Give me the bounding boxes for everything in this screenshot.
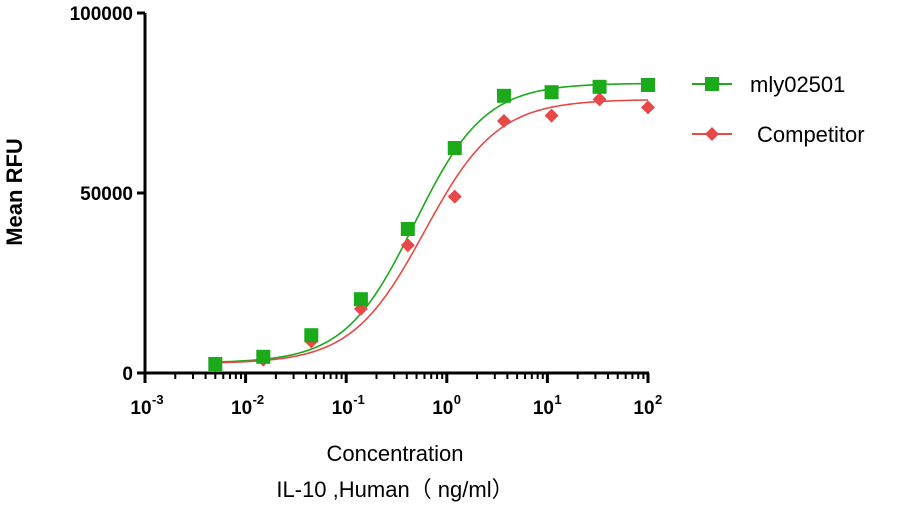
data-point: [641, 78, 655, 92]
data-point: [400, 222, 415, 236]
x-tick-exponent: -3: [152, 392, 164, 407]
legend-label: Competitor: [757, 122, 865, 147]
data-point: [592, 79, 607, 94]
data-point: [496, 114, 511, 128]
x-axis-label-line2: IL-10 ,Human（ ng/ml）: [276, 477, 513, 502]
data-point: [208, 357, 223, 371]
data-point: [544, 108, 559, 123]
legend-marker: [705, 77, 719, 91]
x-tick-label: 10: [130, 398, 151, 419]
data-point: [496, 88, 511, 103]
data-point: [353, 292, 368, 307]
x-tick-exponent: 2: [655, 392, 662, 407]
x-tick-exponent: -1: [353, 392, 365, 407]
x-tick-exponent: 1: [554, 392, 561, 407]
x-tick-label: 10: [231, 398, 252, 419]
data-point: [447, 141, 462, 155]
y-tick-label: 100000: [70, 4, 133, 25]
data-point: [447, 189, 462, 204]
legend-label: mly02501: [750, 72, 845, 97]
x-tick-exponent: 0: [454, 392, 461, 407]
data-point: [544, 85, 559, 100]
data-point: [400, 238, 415, 253]
x-tick-label: 10: [432, 398, 453, 419]
data-point: [256, 349, 271, 364]
fit-curves: [215, 82, 649, 364]
x-axis-label-line1: Concentration: [327, 441, 464, 466]
fit-curve: [215, 99, 649, 364]
y-tick-label: 50000: [80, 184, 133, 205]
x-tick-label: 10: [633, 398, 654, 419]
y-axis-label: Mean RFU: [2, 138, 27, 246]
x-tick-label: 10: [332, 398, 353, 419]
data-point: [641, 100, 655, 115]
fit-curve: [215, 82, 649, 363]
legend-marker: [705, 127, 719, 141]
x-tick-label: 10: [533, 398, 554, 419]
legend: mly02501 Competitor: [692, 72, 865, 147]
data-point: [304, 328, 319, 343]
data-points: [208, 78, 655, 372]
y-tick-label: 0: [122, 364, 133, 385]
data-point: [592, 92, 607, 107]
x-tick-exponent: -2: [253, 392, 265, 407]
